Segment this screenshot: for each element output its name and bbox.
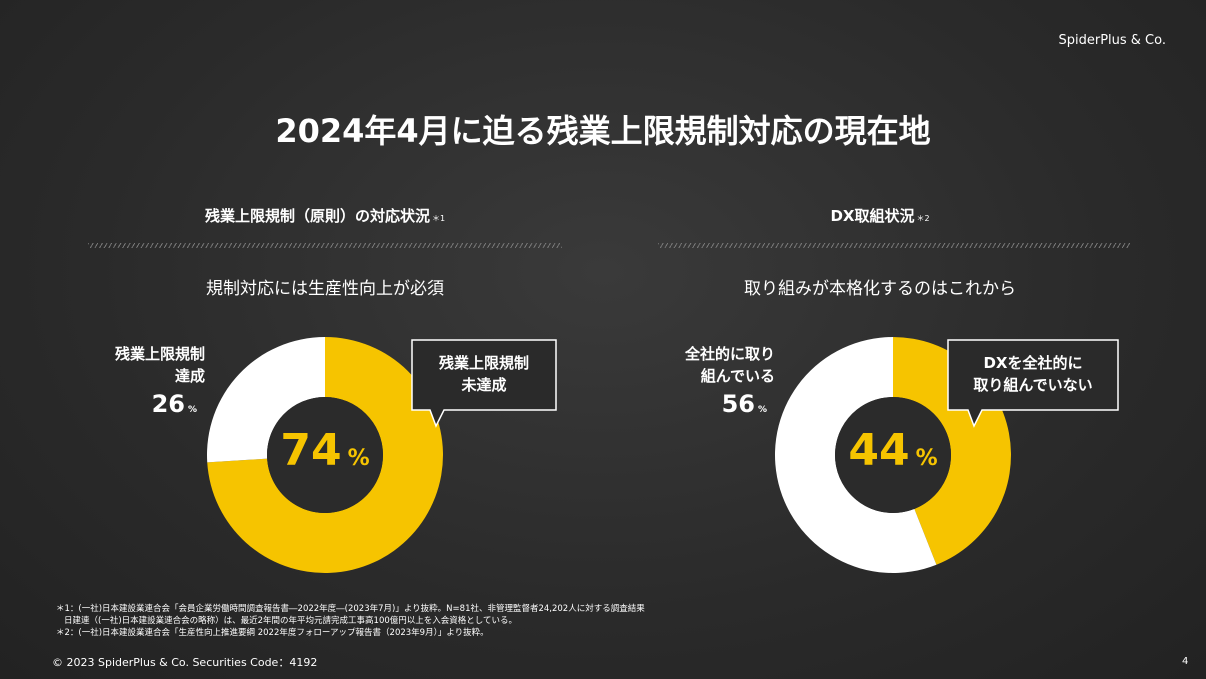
page-number: 4: [1182, 656, 1189, 667]
donut-slice: [206, 337, 325, 463]
subtitle: 取り組みが本格化するのはこれから: [744, 279, 1016, 299]
donut-slice: [774, 336, 937, 573]
footnote: ＊2：(一社)日本建設業連合会「生産性向上推進要綱 2022年度フォローアップ報…: [56, 628, 489, 638]
center-number: 74: [280, 425, 342, 476]
center-value: 74%: [245, 425, 405, 476]
donut-slice: [207, 337, 443, 573]
side-unit: %: [757, 405, 767, 415]
section-title-text: 残業上限規制（原則）の対応状況: [204, 207, 430, 225]
footer: © 2023 SpiderPlus & Co. Securities Code：…: [52, 656, 318, 669]
side-value: 56%: [722, 390, 767, 418]
divider: [658, 243, 1130, 248]
callout-label: DXを全社的に 取り組んでいない: [973, 354, 1093, 394]
note-mark: ＊2: [916, 214, 930, 223]
side-number: 56: [721, 390, 755, 418]
subtitle: 規制対応には生産性向上が必須: [206, 279, 444, 299]
footnote: 日建連（(一社)日本建設業連合会の略称）は、最近2年間の年平均元請完成工事高10…: [64, 616, 518, 626]
donut-hole: [835, 397, 951, 513]
donut-hole: [267, 397, 383, 513]
section-title-text: DX取組状況: [830, 207, 915, 225]
section-title: DX取組状況 ＊2: [660, 205, 1100, 226]
center-value: 44%: [813, 425, 973, 476]
side-value: 26%: [152, 390, 197, 418]
center-number: 44: [848, 425, 910, 476]
note-mark: ＊1: [431, 214, 446, 223]
footnote: ＊1：(一社)日本建設業連合会「会員企業労働時間調査報告書―2022年度―(20…: [56, 604, 645, 614]
center-unit: %: [347, 446, 370, 471]
side-number: 26: [151, 390, 185, 418]
callout-label: 残業上限規制 未達成: [438, 354, 529, 394]
side-label: 全社的に取り 組んでいる: [684, 345, 775, 385]
side-label: 残業上限規制 達成: [114, 345, 205, 385]
divider: [88, 243, 562, 248]
title: 2024年4月に迫る残業上限規制対応の現在地: [275, 112, 931, 150]
section-title: 残業上限規制（原則）の対応状況 ＊1: [105, 205, 545, 226]
side-unit: %: [187, 405, 197, 415]
callout: [411, 339, 557, 428]
center-unit: %: [915, 446, 938, 471]
brand: SpiderPlus & Co.: [1058, 33, 1166, 48]
callout: [947, 339, 1119, 428]
